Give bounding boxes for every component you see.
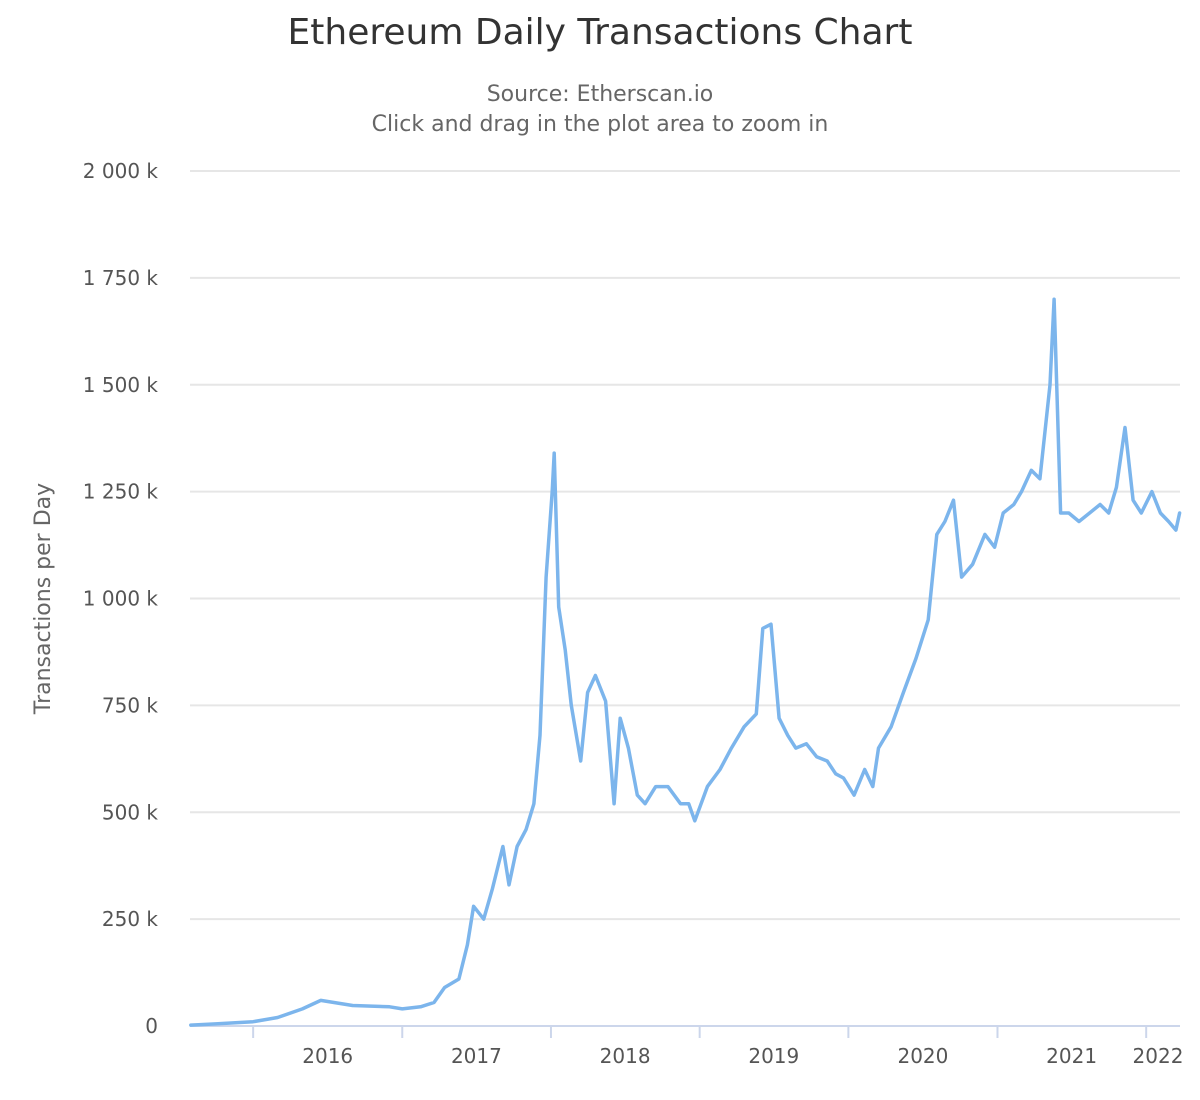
x-tick-label: 2017 <box>451 1044 502 1068</box>
chart-subtitle-source: Source: Etherscan.io <box>486 82 714 107</box>
y-axis-tick-labels: 0 250 k 500 k 750 k 1 000 k 1 250 k 1 500 k 1 7… <box>83 159 159 1038</box>
x-tick-label: 2018 <box>600 1044 651 1068</box>
y-tick-label: 1 750 k <box>83 266 159 290</box>
chart-subtitle-zoom-hint: Click and drag in the plot area to zoom … <box>371 112 829 137</box>
chart-title: Ethereum Daily Transactions Chart <box>287 12 913 53</box>
y-tick-label: 2 000 k <box>83 159 159 183</box>
y-tick-label: 0 <box>145 1014 158 1038</box>
x-tick-label: 2022 <box>1133 1044 1184 1068</box>
x-tick-label: 2016 <box>302 1044 353 1068</box>
y-tick-label: 1 000 k <box>83 587 159 611</box>
series-line-transactions[interactable] <box>189 297 1182 1027</box>
y-axis-title: Transactions per Day <box>31 483 56 715</box>
x-tick-label: 2020 <box>897 1044 948 1068</box>
y-tick-label: 1 250 k <box>83 480 159 504</box>
y-tick-label: 1 500 k <box>83 373 159 397</box>
x-tick-label: 2021 <box>1046 1044 1097 1068</box>
y-tick-label: 250 k <box>102 907 159 931</box>
grid-lines <box>190 170 1180 921</box>
y-tick-label: 500 k <box>102 800 159 824</box>
x-axis-tick-labels: 2016 2017 2018 2019 2020 2021 2022 <box>302 1044 1183 1068</box>
x-axis-tick-marks <box>252 1026 1148 1038</box>
y-tick-label: 750 k <box>102 693 159 717</box>
x-tick-label: 2019 <box>748 1044 799 1068</box>
